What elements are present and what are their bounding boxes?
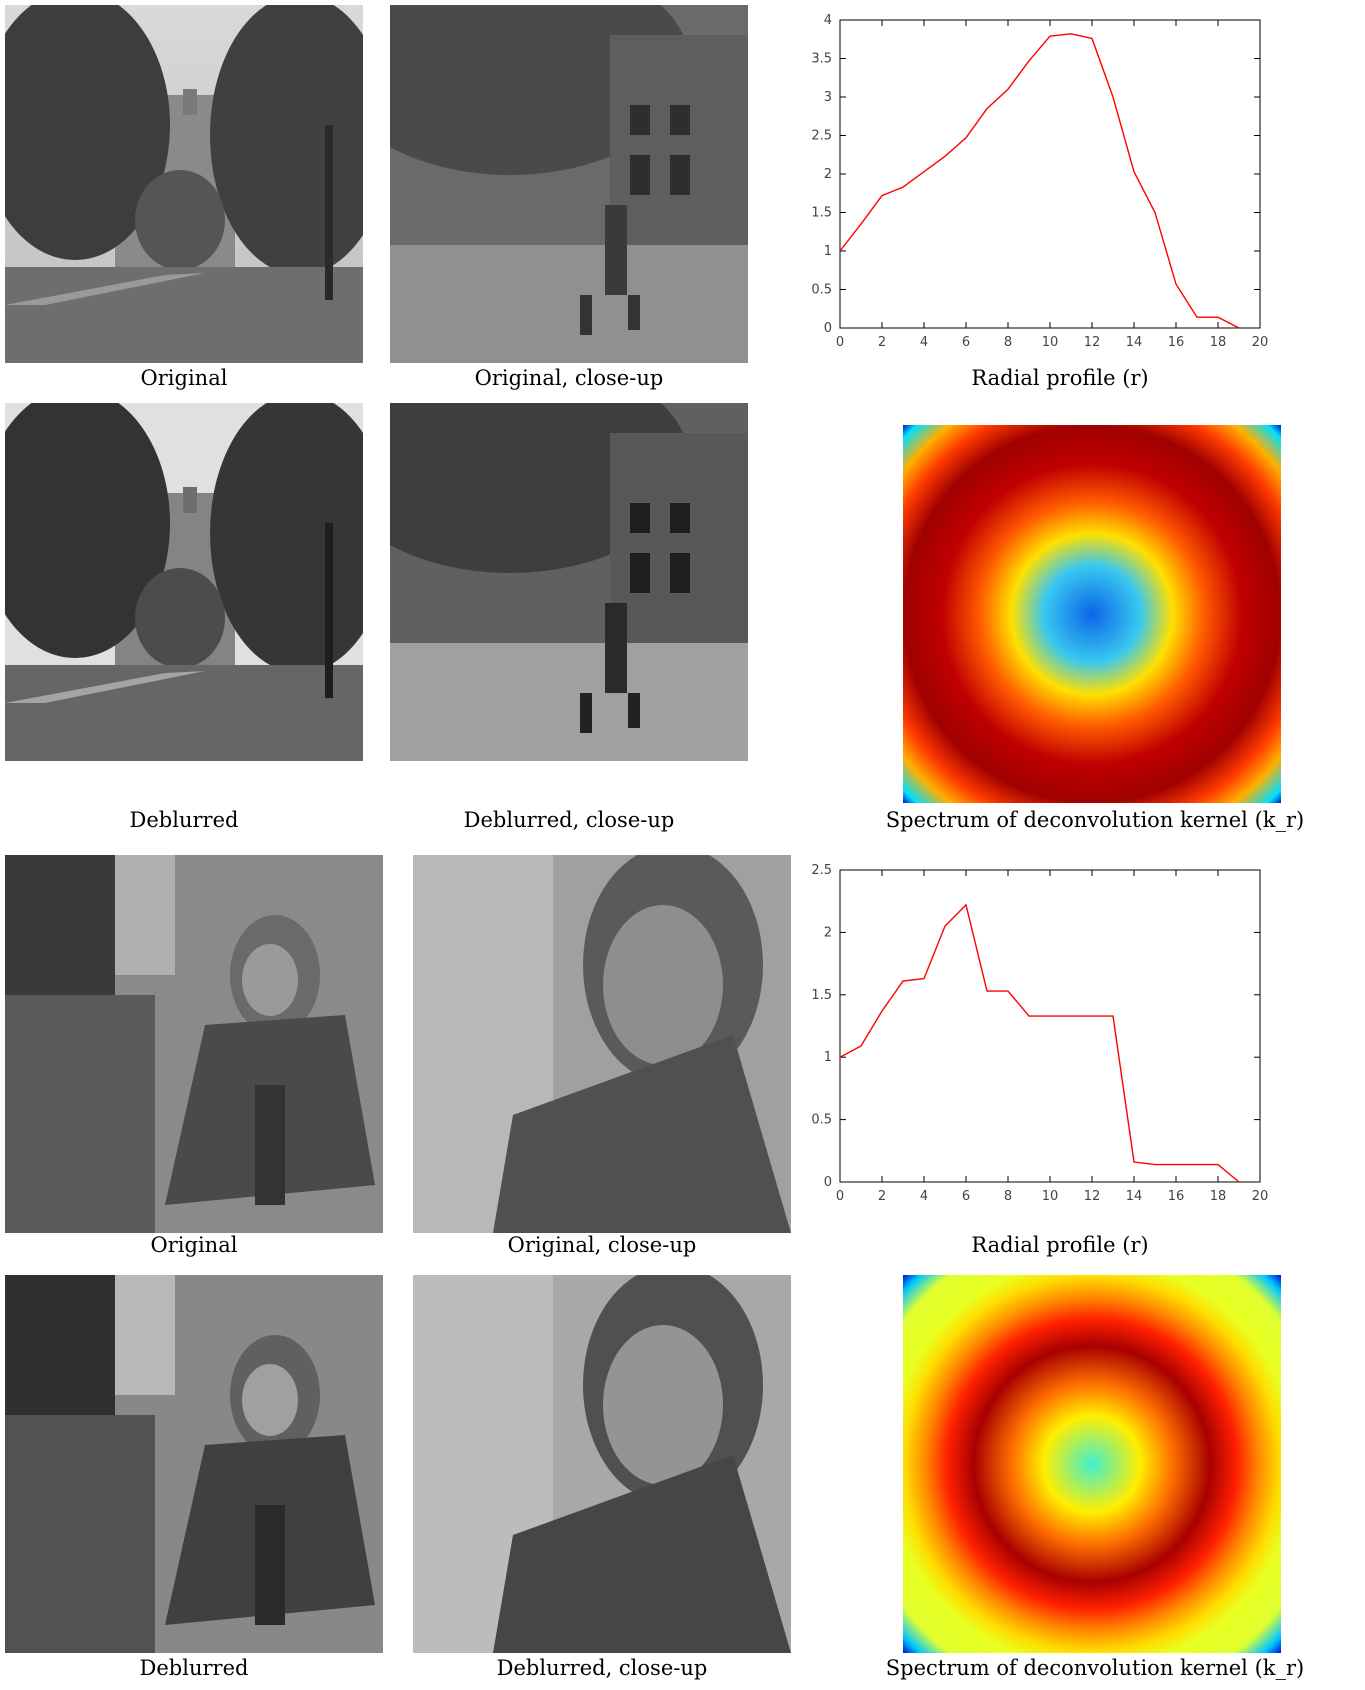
x-tick-label: 10	[1042, 335, 1059, 350]
y-tick-label: 0.5	[811, 283, 832, 298]
campus-deblurred-closeup-drawing	[390, 403, 748, 761]
y-tick-label: 3.5	[811, 52, 832, 67]
x-tick-label: 0	[836, 1189, 844, 1204]
kernel-spectrum-2	[903, 1275, 1281, 1653]
campus-deblurred-drawing	[5, 403, 363, 761]
x-tick-label: 4	[920, 1189, 928, 1204]
barbara-closeup-drawing	[413, 855, 791, 1233]
radial-profile-plot-2: 0 2 4 6 8 10 12 14 16 18 20 0 0.5 1 1.5 2 2.5	[811, 863, 1269, 1204]
kernel-spectrum-heatmap-2	[903, 1275, 1281, 1653]
campus-original-image	[5, 5, 363, 363]
y-tick-label: 2.5	[811, 863, 832, 878]
x-tick-label: 10	[1042, 1189, 1059, 1204]
spectrum-field	[903, 425, 1281, 803]
y-tick-label: 1	[824, 1050, 832, 1065]
x-tick-label: 12	[1084, 1189, 1101, 1204]
x-tick-label: 2	[878, 335, 886, 350]
barbara-deblurred-closeup-image	[413, 1275, 791, 1653]
y-tick-label: 0	[824, 321, 832, 336]
kernel-spectrum-heatmap-1	[903, 425, 1281, 803]
x-tick-label: 20	[1252, 335, 1269, 350]
x-tick-label: 0	[836, 335, 844, 350]
y-tick-label: 1.5	[811, 206, 832, 221]
caption-radial-profile-2: Radial profile (r)	[971, 1233, 1149, 1257]
x-tick-label: 4	[920, 335, 928, 350]
caption-kernel-spectrum-2: Spectrum of deconvolution kernel (k_r)	[885, 1656, 1305, 1680]
x-tick-label: 14	[1126, 1189, 1143, 1204]
x-tick-label: 8	[1004, 335, 1012, 350]
y-tick-label: 2	[824, 925, 832, 940]
plot-frame	[839, 869, 1261, 1183]
y-tick-label: 1.5	[811, 988, 832, 1003]
barbara-original-closeup-image	[413, 855, 791, 1233]
caption-deblurred-2: Deblurred	[139, 1656, 249, 1680]
x-tick-label: 12	[1084, 335, 1101, 350]
campus-deblurred-closeup-image	[390, 403, 748, 761]
profile-line	[839, 33, 1240, 329]
campus-photo-drawing	[5, 5, 363, 363]
radial-profile-plot-1: 0 2 4 6 8 10 12 14 16 18 20 0 0.5 1 1.5 2 2.5 3 3.5 4	[811, 13, 1269, 350]
y-tick-label: 2.5	[811, 129, 832, 144]
x-tick-label: 20	[1252, 1189, 1269, 1204]
radial-profile-chart-1: 0 2 4 6 8 10 12 14 16 18 20 0 0.5 1 1.5 2 2.5 3 3.5 4	[780, 0, 1280, 360]
y-tick-label: 0	[824, 1175, 832, 1190]
x-tick-label: 18	[1210, 1189, 1227, 1204]
y-tick-label: 0.5	[811, 1113, 832, 1128]
y-tick-label: 4	[824, 13, 832, 28]
x-tick-label: 16	[1168, 335, 1185, 350]
barbara-photo-drawing	[5, 855, 383, 1233]
caption-radial-profile-1: Radial profile (r)	[971, 366, 1149, 390]
caption-original-closeup-1: Original, close-up	[474, 366, 664, 390]
caption-original-closeup-2: Original, close-up	[507, 1233, 697, 1257]
x-tick-label: 6	[962, 1189, 970, 1204]
caption-deblurred-1: Deblurred	[129, 808, 239, 832]
x-tick-label: 2	[878, 1189, 886, 1204]
caption-kernel-spectrum-1: Spectrum of deconvolution kernel (k_r)	[885, 808, 1305, 832]
caption-original-2: Original	[150, 1233, 238, 1257]
plot-frame	[839, 19, 1261, 329]
campus-original-closeup-image	[390, 5, 748, 363]
y-tick-label: 1	[824, 244, 832, 259]
x-tick-label: 14	[1126, 335, 1143, 350]
spectrum-field	[903, 1275, 1281, 1653]
y-tick-label: 3	[824, 90, 832, 105]
barbara-deblurred-closeup-drawing	[413, 1275, 791, 1653]
x-tick-label: 8	[1004, 1189, 1012, 1204]
barbara-deblurred-image	[5, 1275, 383, 1653]
profile-line	[839, 903, 1240, 1183]
x-tick-label: 18	[1210, 335, 1227, 350]
caption-deblurred-closeup-1: Deblurred, close-up	[463, 808, 675, 832]
x-tick-label: 16	[1168, 1189, 1185, 1204]
radial-profile-chart-2: 0 2 4 6 8 10 12 14 16 18 20 0 0.5 1 1.5 2 2.5	[780, 850, 1280, 1225]
campus-closeup-drawing	[390, 5, 748, 363]
caption-original-1: Original	[140, 366, 228, 390]
campus-deblurred-image	[5, 403, 363, 761]
barbara-original-image	[5, 855, 383, 1233]
barbara-deblurred-drawing	[5, 1275, 383, 1653]
x-tick-label: 6	[962, 335, 970, 350]
kernel-spectrum-1	[903, 425, 1281, 803]
y-tick-label: 2	[824, 167, 832, 182]
caption-deblurred-closeup-2: Deblurred, close-up	[496, 1656, 708, 1680]
